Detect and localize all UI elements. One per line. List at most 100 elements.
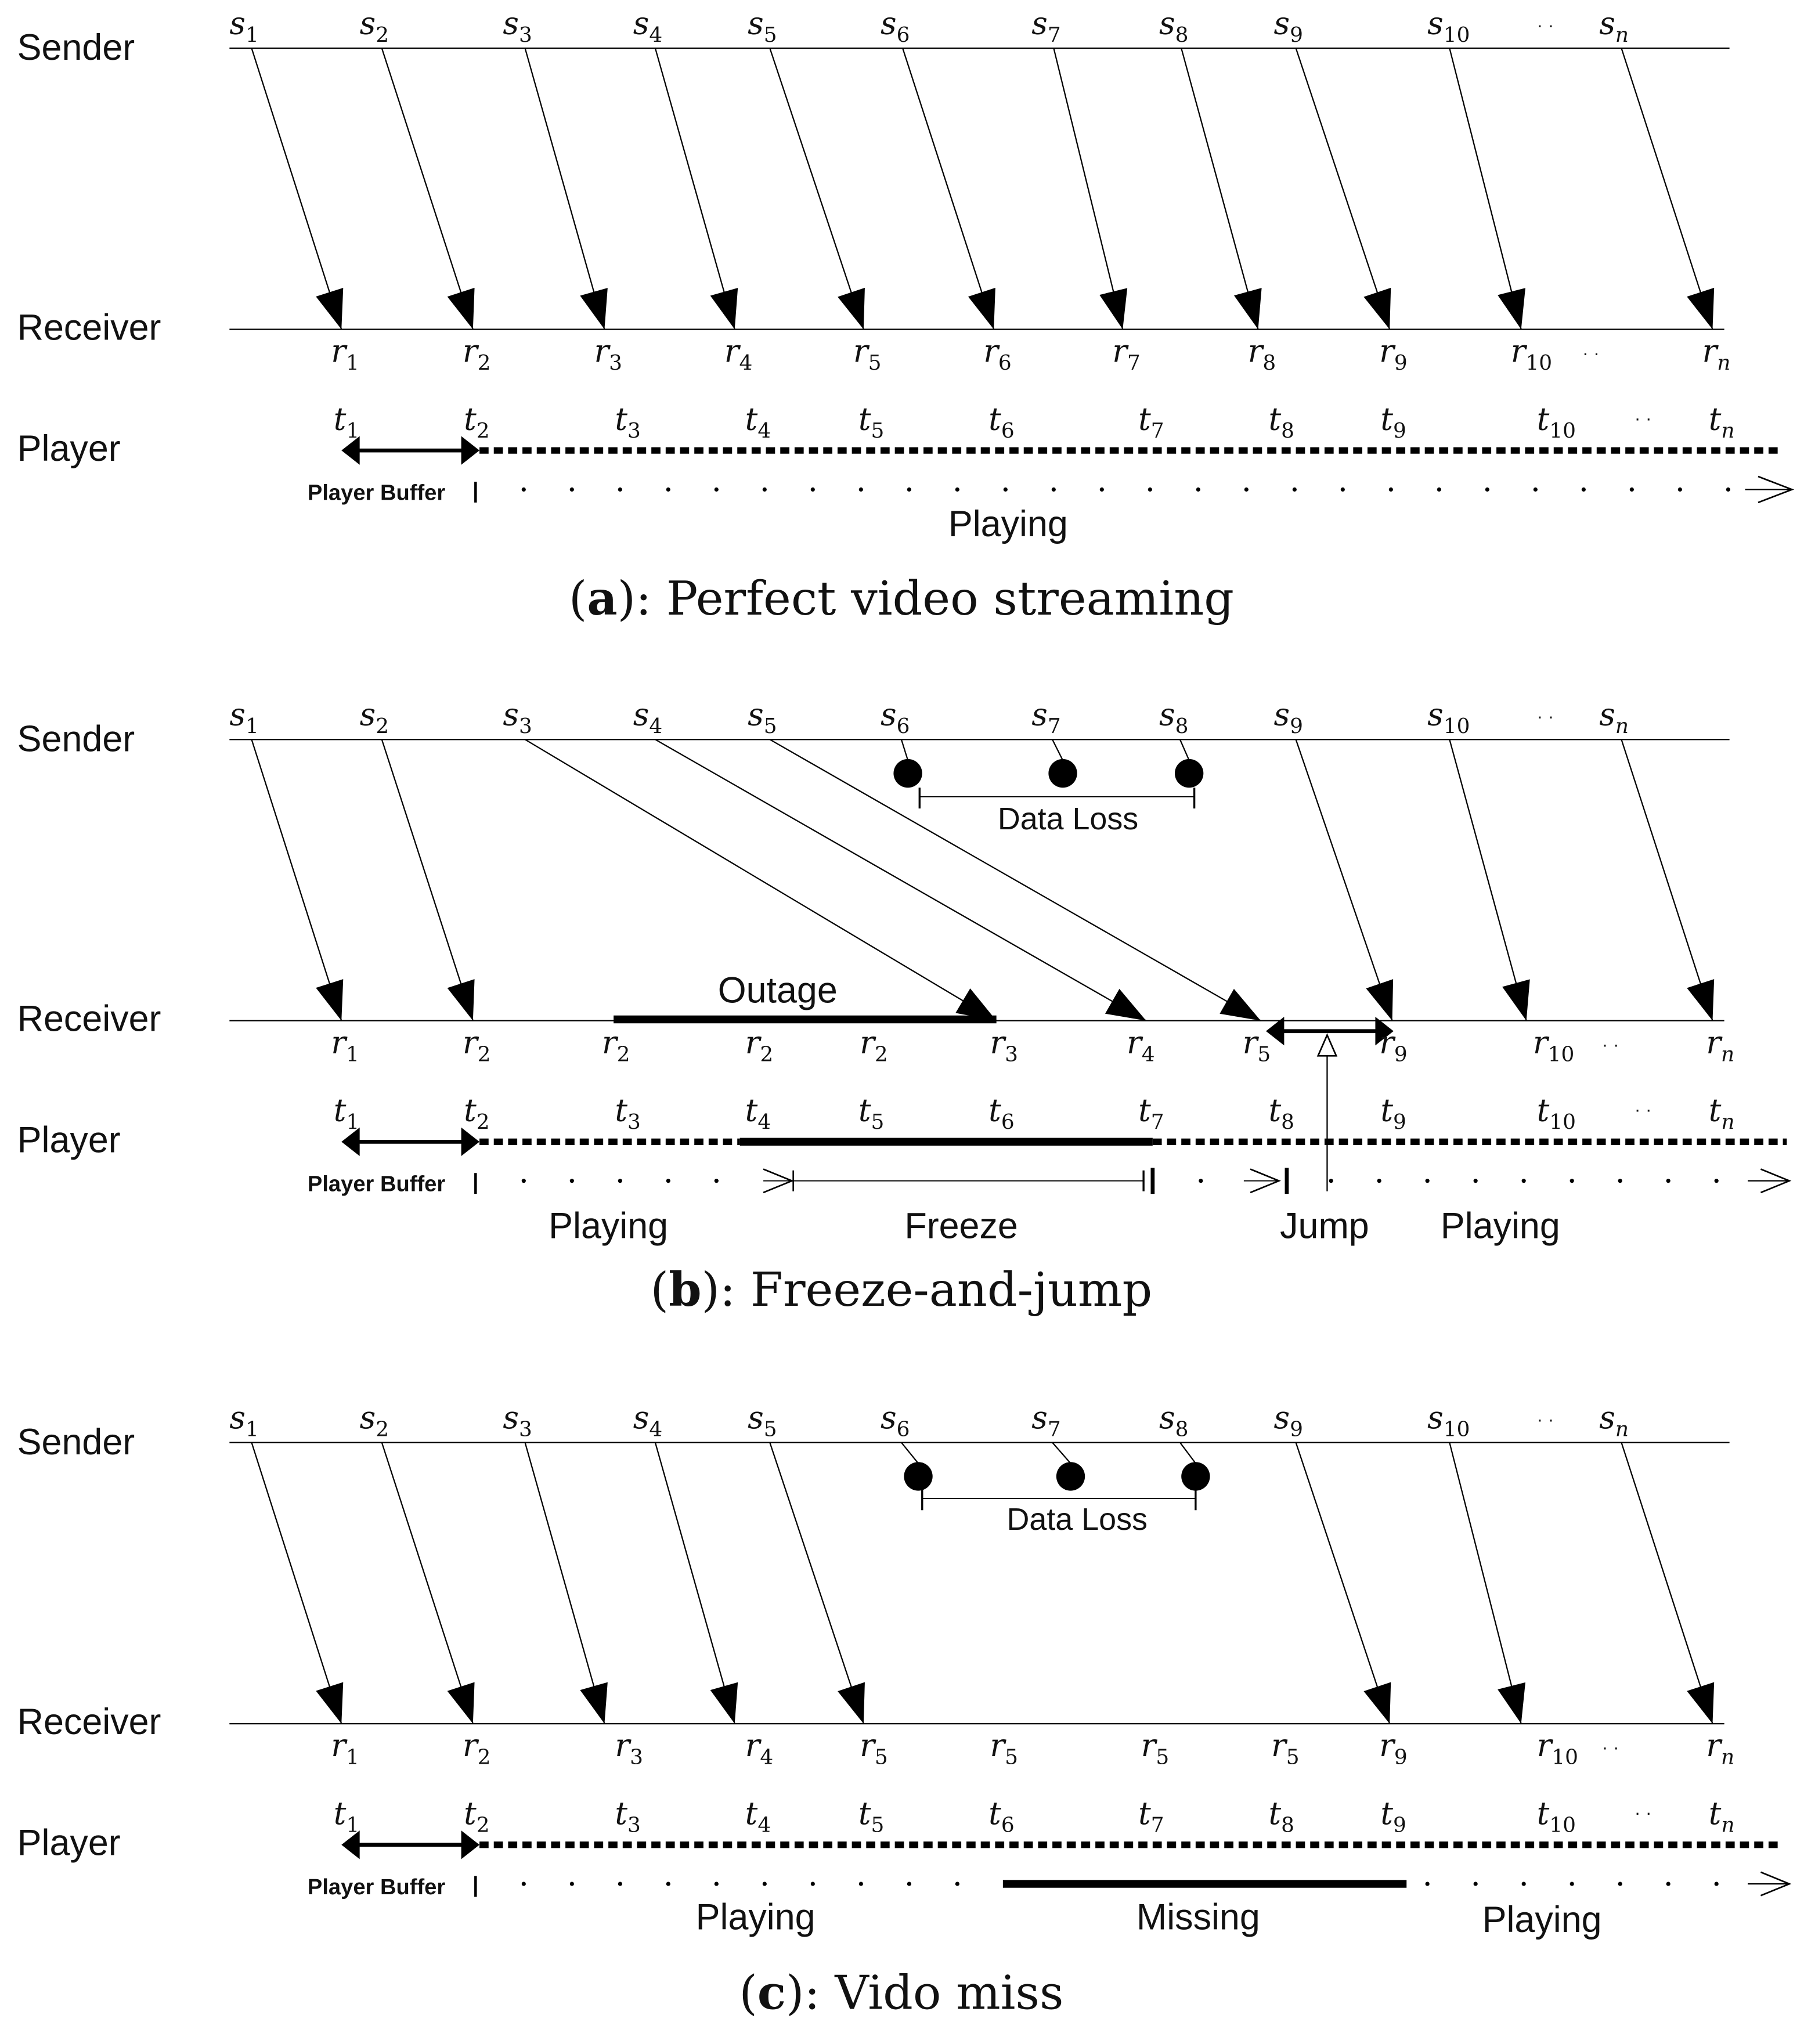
jump-span-arrow-left-head — [1266, 1017, 1285, 1046]
playing-dots — [858, 487, 863, 492]
playing-dots — [1533, 487, 1538, 492]
packet-arrow — [251, 48, 342, 330]
sender-label: s7 — [1031, 1399, 1060, 1441]
player-label: t7 — [1138, 400, 1164, 442]
packet-arrowhead — [316, 1682, 344, 1724]
data-loss-label: Data Loss — [1007, 1502, 1148, 1537]
player-label: t6 — [988, 1795, 1014, 1837]
packet-arrow — [1181, 48, 1259, 330]
playing-dots — [1473, 1882, 1478, 1886]
sender-label: s2 — [360, 696, 389, 738]
receiver-label: r9 — [1379, 333, 1408, 375]
panel-caption: (b): Freeze-and-jump — [651, 1262, 1153, 1317]
playing-dots — [955, 1882, 959, 1886]
sender-label: s9 — [1273, 1399, 1303, 1441]
receiver-label: r5 — [1243, 1024, 1271, 1066]
sender-label: s10 — [1427, 696, 1470, 738]
sender-label: s4 — [633, 1399, 662, 1441]
playing-dots — [521, 1179, 526, 1183]
jump-span-arrow-right-head — [1375, 1017, 1394, 1046]
receiver-label: r4 — [724, 333, 753, 375]
packet-arrow — [654, 48, 735, 330]
packet-arrow — [1295, 739, 1393, 1021]
sender-label: s10 — [1427, 5, 1470, 46]
playing-dots — [1581, 487, 1586, 492]
packet-arrowhead — [1363, 287, 1391, 330]
outage-label: Outage — [718, 970, 838, 1010]
player-label: t5 — [858, 1795, 884, 1837]
playing-dots — [1292, 487, 1297, 492]
playing-dots — [618, 487, 622, 492]
receiver-label: r3 — [615, 1727, 643, 1769]
player-label: t4 — [745, 400, 771, 442]
playing-dots — [1629, 487, 1634, 492]
receiver-label: r10 — [1537, 1727, 1578, 1769]
row-label-sender: Sender — [17, 718, 135, 759]
packet-arrow — [769, 1442, 864, 1724]
panel-caption: (c): Vido miss — [739, 1965, 1063, 2020]
player-label: tn — [1709, 400, 1735, 442]
packet-arrowhead — [1219, 988, 1261, 1021]
sender-label: s5 — [748, 5, 777, 46]
playing-dots — [1340, 487, 1345, 492]
packet-arrowhead — [968, 287, 995, 330]
packet-arrowhead — [1687, 287, 1715, 330]
receiver-label: r5 — [853, 333, 882, 375]
playing-dots — [1726, 487, 1730, 492]
sender-label: s7 — [1031, 5, 1060, 46]
playing-dots — [714, 487, 719, 492]
ellipsis: · · — [1602, 1034, 1619, 1054]
lost-packet-dot — [904, 1462, 933, 1491]
playing-dots — [618, 1882, 622, 1886]
sender-label: s5 — [748, 1399, 777, 1441]
ellipsis: · · — [1537, 706, 1554, 727]
receiver-label: r2 — [860, 1024, 888, 1066]
buffer-arrow-right-head — [461, 1830, 480, 1859]
receiver-label: r9 — [1379, 1024, 1408, 1066]
playing-dots — [1485, 487, 1489, 492]
sender-label: s3 — [503, 696, 532, 738]
packet-arrowhead — [1502, 979, 1530, 1021]
receiver-label: r2 — [602, 1024, 630, 1066]
row-label-sender: Sender — [17, 27, 135, 68]
lost-packet-dot — [893, 759, 922, 788]
receiver-label: r9 — [1379, 1727, 1408, 1769]
packet-arrowhead — [1498, 1682, 1526, 1724]
receiver-label: r5 — [990, 1727, 1018, 1769]
player-label: t10 — [1537, 400, 1576, 442]
packet-arrow — [1295, 48, 1391, 330]
state-label-playing: Playing — [1482, 1899, 1602, 1940]
player-buffer-label: Player Buffer — [308, 480, 445, 505]
playing-dots — [1003, 487, 1008, 492]
packet-arrow — [1053, 48, 1124, 330]
playing-dots — [1148, 487, 1152, 492]
row-label-player: Player — [17, 1823, 121, 1864]
playing-dots — [1425, 1882, 1430, 1886]
row-label-receiver: Receiver — [17, 308, 161, 348]
player-label: t7 — [1138, 1795, 1164, 1837]
packet-arrowhead — [838, 1682, 865, 1724]
receiver-label: r1 — [331, 1024, 359, 1066]
player-label: t3 — [615, 1795, 640, 1837]
sender-label: s9 — [1273, 5, 1303, 46]
data-loss-label: Data Loss — [998, 801, 1138, 836]
playing-dots — [521, 1882, 526, 1886]
receiver-label: rn — [1706, 1024, 1734, 1066]
state-label-missing: Missing — [1136, 1897, 1260, 1938]
packet-arrow — [1621, 739, 1713, 1021]
lost-packet-stem — [1179, 739, 1190, 761]
sender-label: s2 — [360, 1399, 389, 1441]
ellipsis: · · — [1537, 15, 1554, 35]
receiver-label: r2 — [463, 333, 491, 375]
ellipsis: · · — [1635, 1803, 1652, 1823]
lost-packet-stem — [1052, 739, 1064, 761]
player-label: t5 — [858, 400, 884, 442]
playing-dots — [1473, 1179, 1478, 1183]
state-label-playing: Playing — [549, 1205, 668, 1246]
player-label: t6 — [988, 1092, 1014, 1133]
player-label: t1 — [334, 1795, 359, 1837]
player-label: t2 — [464, 1795, 489, 1837]
packet-arrow — [1621, 1442, 1713, 1724]
receiver-label: r2 — [745, 1024, 774, 1066]
